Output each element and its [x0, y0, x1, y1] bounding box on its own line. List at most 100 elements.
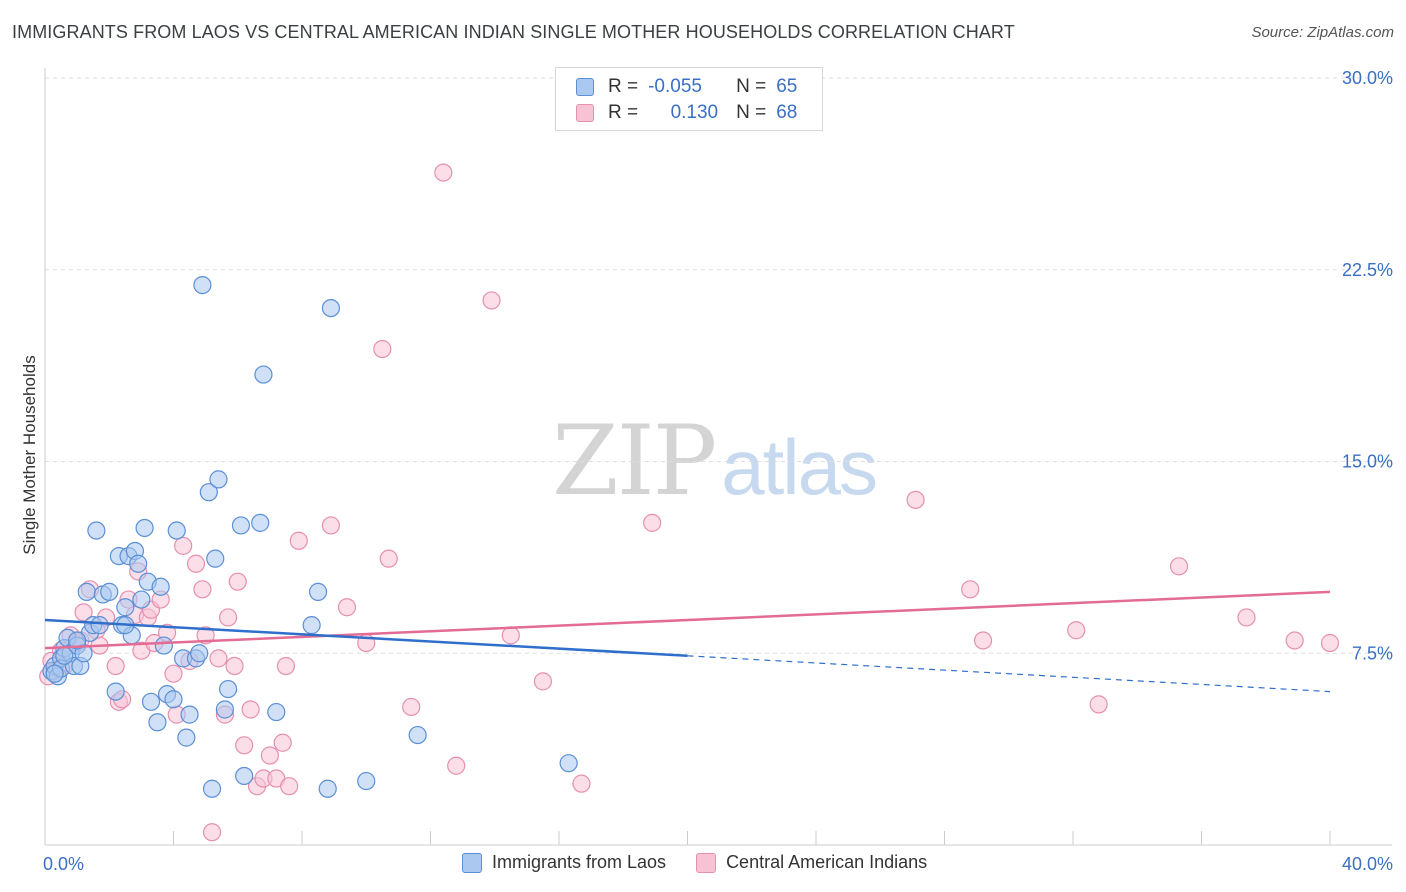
- data-point: [74, 603, 93, 622]
- data-point: [148, 713, 167, 732]
- x-tick-label: 0.0%: [43, 854, 84, 874]
- grid-layer: [45, 77, 1392, 654]
- data-point: [199, 483, 218, 502]
- data-point: [151, 577, 170, 596]
- data-point: [132, 590, 151, 609]
- data-point: [77, 582, 96, 601]
- data-point: [643, 513, 662, 532]
- data-point: [973, 631, 993, 650]
- data-point: [308, 582, 328, 601]
- legend-item-cai: Central American Indians: [696, 852, 927, 873]
- data-point: [1320, 633, 1340, 653]
- y-tick-label: 22.5%: [1342, 260, 1393, 280]
- data-point: [961, 580, 980, 599]
- data-point: [209, 470, 228, 489]
- legend-swatch-pink: [696, 852, 717, 873]
- data-point: [180, 705, 199, 724]
- tick-labels: 7.5% 15.0% 22.5% 30.0% 0.0% 40.0%: [43, 68, 1393, 874]
- data-point: [129, 554, 148, 573]
- data-point: [302, 616, 321, 635]
- data-point: [572, 774, 591, 793]
- data-point: [254, 365, 273, 384]
- data-point: [1285, 631, 1304, 650]
- data-point: [434, 163, 453, 182]
- data-point: [177, 728, 196, 747]
- data-point: [116, 598, 135, 617]
- data-point: [337, 598, 357, 617]
- data-point: [90, 616, 109, 635]
- data-point: [193, 275, 212, 295]
- legend-swatch-pink: [576, 104, 594, 122]
- trend-line-central-american-indians: [44, 590, 1331, 650]
- watermark: ZIPatlas: [552, 405, 878, 517]
- data-point: [219, 608, 238, 627]
- data-point: [135, 518, 154, 538]
- legend-row-cai: R = 0.130 N = 68: [576, 101, 797, 125]
- data-point: [193, 580, 212, 599]
- data-point: [235, 736, 254, 755]
- data-point: [533, 672, 553, 691]
- y-tick-label: 15.0%: [1342, 452, 1393, 472]
- data-point: [167, 521, 186, 540]
- data-point: [87, 521, 106, 540]
- data-point: [1237, 608, 1256, 627]
- y-tick-label: 7.5%: [1352, 643, 1393, 663]
- data-point: [206, 549, 225, 568]
- data-point: [164, 690, 183, 709]
- data-point: [215, 700, 234, 719]
- legend-r-label: R =: [608, 76, 639, 97]
- data-point: [154, 636, 173, 655]
- data-point: [190, 644, 209, 663]
- data-point: [289, 531, 308, 550]
- legend-row-laos: R = -0.055 N = 65: [576, 75, 797, 99]
- data-point: [1169, 557, 1189, 576]
- data-point: [174, 536, 193, 555]
- data-point: [408, 725, 427, 745]
- trend-lines: [44, 590, 1331, 693]
- source-label: Source: ZipAtlas.com: [1251, 24, 1394, 41]
- legend-n-value: 68: [776, 102, 798, 123]
- data-point: [1067, 621, 1086, 640]
- data-point: [235, 766, 254, 786]
- data-point: [68, 631, 87, 650]
- y-axis-label: Single Mother Households: [20, 355, 39, 555]
- legend-series-name: Immigrants from Laos: [492, 852, 667, 872]
- data-point: [273, 733, 292, 752]
- data-point: [196, 626, 215, 645]
- legend-r-value: 0.130: [670, 102, 719, 123]
- legend-item-laos: Immigrants from Laos: [462, 852, 666, 873]
- data-point: [318, 779, 337, 798]
- trend-line-immigrants-from-laos: [44, 618, 688, 658]
- legend-swatch-blue: [462, 852, 482, 873]
- data-point: [1089, 695, 1108, 714]
- data-point: [141, 692, 161, 711]
- data-point: [357, 771, 376, 791]
- data-point: [559, 754, 578, 773]
- legend-n-label: N =: [736, 102, 767, 123]
- series-legend: Immigrants from Laos Central American In…: [462, 852, 957, 873]
- x-tick-label: 40.0%: [1342, 854, 1393, 874]
- data-point: [260, 746, 279, 765]
- data-point: [202, 823, 222, 842]
- data-point: [447, 756, 466, 775]
- legend-n-label: N =: [736, 76, 767, 97]
- legend-r-label: R =: [608, 102, 639, 123]
- data-point: [228, 572, 247, 591]
- y-tick-label: 30.0%: [1342, 68, 1393, 88]
- data-point: [241, 700, 260, 719]
- axis-layer: [44, 68, 1392, 846]
- data-point: [906, 490, 925, 509]
- chart-title: IMMIGRANTS FROM LAOS VS CENTRAL AMERICAN…: [12, 22, 1015, 42]
- data-point: [55, 646, 74, 665]
- data-point: [45, 664, 64, 683]
- series-immigrants-from-laos: [42, 275, 578, 798]
- data-point: [276, 656, 296, 676]
- data-point: [106, 656, 125, 676]
- data-point: [373, 339, 392, 359]
- trend-line-immigrants-from-laos-extension: [687, 655, 1331, 693]
- data-point: [219, 679, 238, 699]
- legend-r-value: -0.055: [648, 76, 702, 97]
- data-point: [231, 516, 251, 535]
- data-point: [164, 664, 183, 683]
- data-point: [202, 779, 222, 798]
